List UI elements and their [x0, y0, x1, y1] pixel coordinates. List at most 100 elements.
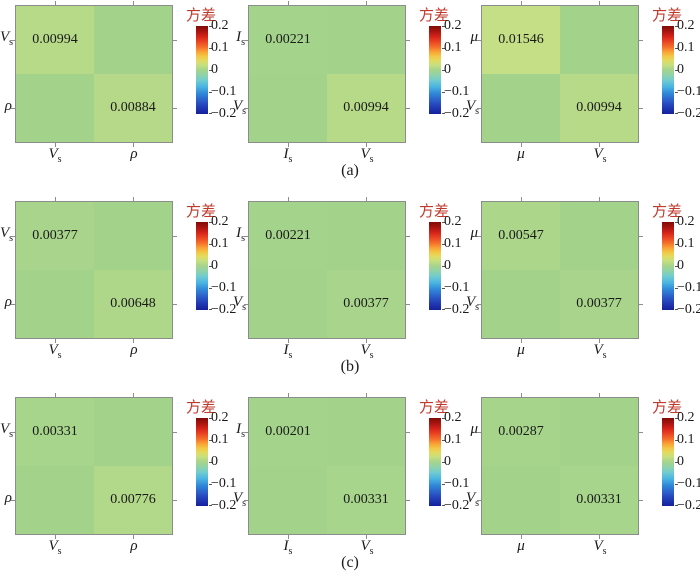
tick-mark — [244, 500, 248, 501]
colorbar-tick — [442, 484, 445, 485]
x-axis-label: Vs — [337, 147, 397, 165]
colorbar-tick-label: 0.1 — [677, 236, 695, 251]
y-axis-label: Vs — [233, 491, 246, 509]
y-axis-label-subscript: s — [242, 106, 247, 117]
colorbar-tick-label: 0 — [211, 62, 218, 77]
colorbar-tick-label: 0.1 — [677, 40, 695, 55]
tick-mark — [173, 432, 177, 433]
y-axis-label-subscript: s — [9, 37, 14, 48]
cell-value: 0.00221 — [265, 32, 311, 47]
cell-value: 0.00377 — [32, 228, 78, 243]
tick-mark — [173, 108, 177, 109]
heatmap-cell: 0.00547 — [482, 202, 560, 270]
tick-mark — [521, 197, 522, 201]
colorbar-tick-label: −0.1 — [211, 84, 237, 99]
tick-mark — [599, 1, 600, 5]
x-axis-label-subscript: s — [602, 154, 607, 165]
heatmap-cell — [560, 6, 638, 74]
heatmap-panel: Vs ρ 0.00331 0.00776 Vs ρ 方差 0.2 0.1 0 −… — [0, 392, 236, 562]
heatmap-cell — [249, 466, 327, 534]
colorbar-tick-label: −0.2 — [677, 302, 700, 317]
y-axis-label: ρ — [0, 491, 12, 509]
colorbar-tick — [442, 440, 445, 441]
heatmap-grid: 0.00221 0.00994 — [244, 1, 410, 147]
colorbar-gradient — [196, 222, 212, 310]
tick-mark — [406, 40, 410, 41]
tick-mark — [11, 432, 15, 433]
heatmap-cell — [482, 74, 560, 142]
tick-mark — [406, 432, 410, 433]
y-axis-label: Vs — [233, 99, 247, 117]
tick-mark — [288, 143, 289, 147]
heatmap-cell — [560, 398, 638, 466]
x-axis-label-text: μ — [517, 538, 525, 554]
y-axis-label: Vs — [466, 491, 479, 509]
heatmap-panel: Vs ρ 0.00377 0.00648 Vs ρ 方差 0.2 0.1 0 −… — [0, 196, 236, 366]
heatmap-cell — [94, 6, 172, 74]
colorbar-tick — [675, 484, 678, 485]
x-axis-label-text: V — [48, 342, 58, 358]
colorbar-tick — [209, 244, 212, 245]
y-axis-label: Vs — [233, 295, 247, 313]
colorbar-title: 方差 — [652, 399, 683, 416]
heatmap-cell — [94, 398, 172, 466]
tick-mark — [639, 236, 643, 237]
tick-mark — [244, 40, 248, 41]
colorbar-title: 方差 — [186, 7, 217, 24]
tick-mark — [133, 393, 134, 397]
tick-mark — [639, 500, 643, 501]
colorbar-tick-label: 0.2 — [444, 410, 462, 425]
tick-mark — [599, 143, 600, 147]
heatmap-grid: 0.00221 0.00377 — [244, 197, 410, 343]
colorbar-tick-label: −0.2 — [444, 498, 470, 513]
colorbar-tick — [675, 440, 678, 441]
y-axis-label-subscript: s — [475, 302, 480, 313]
heatmap-cell: 0.00377 — [16, 202, 94, 270]
colorbar-tick — [209, 418, 212, 419]
tick-mark — [288, 1, 289, 5]
heatmap-cell: 0.00884 — [94, 74, 172, 142]
x-axis-label-subscript: s — [288, 350, 293, 361]
heatmap-cell — [560, 202, 638, 270]
tick-mark — [521, 143, 522, 147]
cell-value: 0.00287 — [498, 424, 544, 439]
y-axis-label: μ — [466, 422, 478, 440]
y-axis-label: Vs — [0, 30, 14, 48]
colorbar-tick — [442, 48, 445, 49]
x-axis-label-text: I — [283, 342, 289, 358]
tick-mark — [599, 197, 600, 201]
colorbar-tick-label: 0.2 — [211, 18, 229, 33]
x-axis-label: Vs — [570, 147, 630, 165]
colorbar-tick-label: 0 — [211, 454, 218, 469]
tick-mark — [288, 535, 289, 539]
colorbar-tick — [675, 309, 678, 310]
y-axis-label-text: μ — [470, 421, 478, 437]
heatmap-cell: 0.00331 — [16, 398, 94, 466]
heatmap-cell: 0.00994 — [327, 74, 405, 142]
y-axis-label-text: V — [466, 98, 476, 114]
x-axis-label: Vs — [25, 147, 85, 165]
colorbar-tick — [209, 70, 212, 71]
y-axis-label-text: V — [0, 225, 10, 241]
figure-row: Vs ρ 0.00994 0.00884 Vs ρ 方差 0.2 0.1 0 −… — [0, 0, 700, 196]
x-axis-label-text: μ — [517, 342, 525, 358]
heatmap-cell — [249, 74, 327, 142]
cell-value: 0.00331 — [32, 424, 78, 439]
tick-mark — [133, 339, 134, 343]
colorbar-tick — [442, 26, 445, 27]
colorbar-tick — [209, 266, 212, 267]
y-axis-label-subscript: s — [242, 302, 247, 313]
heatmap-cell: 0.00377 — [560, 270, 638, 338]
tick-mark — [639, 40, 643, 41]
y-axis-label-subscript: s — [241, 37, 245, 48]
colorbar-tick — [442, 288, 445, 289]
y-axis-label-subscript: s — [241, 233, 245, 244]
x-axis-label-text: V — [48, 538, 58, 554]
heatmap-grid: 0.00331 0.00776 — [11, 393, 177, 539]
y-axis-label: μ — [466, 226, 478, 244]
colorbar-tick — [209, 309, 212, 310]
colorbar-title: 方差 — [186, 399, 217, 416]
tick-mark — [173, 500, 177, 501]
x-axis-label-text: V — [360, 342, 370, 358]
colorbar-tick-label: 0 — [677, 258, 684, 273]
